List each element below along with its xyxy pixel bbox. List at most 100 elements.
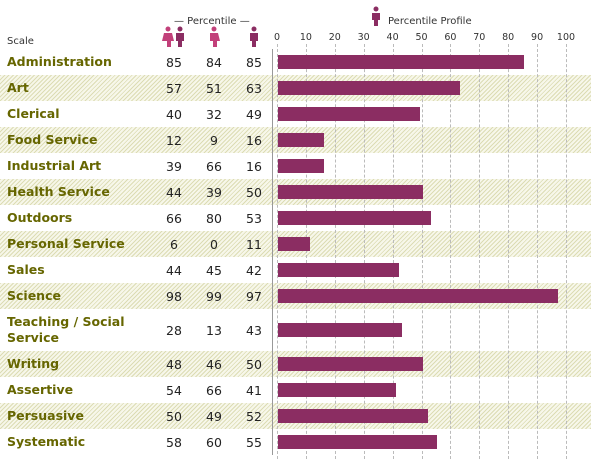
grid-line xyxy=(305,44,307,459)
profile-icon xyxy=(372,6,380,26)
table-row: Writing 48 46 50 xyxy=(0,351,591,377)
bar xyxy=(278,211,432,225)
scale-name: Outdoors xyxy=(7,210,73,225)
percentile-value: 51 xyxy=(206,80,222,96)
grid-line xyxy=(479,44,481,459)
x-tick-label: 20 xyxy=(328,32,341,43)
percentile-value: 97 xyxy=(246,288,262,304)
percentile-value: 16 xyxy=(246,132,262,148)
grid-line xyxy=(363,44,365,459)
profile-cell xyxy=(272,153,591,179)
percentile-value: 53 xyxy=(246,210,262,226)
table-row: Teaching / Social Service 28 13 43 xyxy=(0,309,591,351)
grid-line xyxy=(421,44,423,459)
x-tick-label: 50 xyxy=(415,32,428,43)
bar xyxy=(278,383,397,397)
table-row: Sales 44 45 42 xyxy=(0,257,591,283)
table-row: Food Service 12 9 16 xyxy=(0,127,591,153)
scale-name: Industrial Art xyxy=(7,158,102,173)
scale-name: Teaching / Social Service xyxy=(7,314,125,345)
bar xyxy=(278,323,403,337)
table-row: Persuasive 50 49 52 xyxy=(0,403,591,429)
percentile-value: 50 xyxy=(246,184,262,200)
percentile-value: 11 xyxy=(246,236,262,252)
table-row: Art 57 51 63 xyxy=(0,75,591,101)
x-tick-label: 80 xyxy=(502,32,515,43)
percentile-header: — Percentile — xyxy=(174,16,250,27)
percentile-value: 49 xyxy=(246,106,262,122)
grid-line xyxy=(450,44,452,459)
profile-cell xyxy=(272,205,591,231)
percentile-value: 63 xyxy=(246,80,262,96)
profile-cell xyxy=(272,75,591,101)
percentile-value: 55 xyxy=(246,434,262,450)
percentile-value: 85 xyxy=(166,54,182,70)
profile-cell xyxy=(272,351,591,377)
scale-name: Food Service xyxy=(7,132,98,147)
grid-line xyxy=(537,44,539,459)
scale-name: Assertive xyxy=(7,382,74,397)
percentile-value: 54 xyxy=(166,382,182,398)
x-tick-label: 100 xyxy=(556,32,576,43)
grid-line xyxy=(392,44,394,459)
percentile-value: 46 xyxy=(206,356,222,372)
percentile-value: 49 xyxy=(206,408,222,424)
percentile-value: 0 xyxy=(210,236,218,252)
percentile-value: 6 xyxy=(170,236,178,252)
table-row: Systematic 58 60 55 xyxy=(0,429,591,455)
percentile-value: 12 xyxy=(166,132,182,148)
scale-name: Art xyxy=(7,80,29,95)
percentile-value: 44 xyxy=(166,184,182,200)
scale-header: Scale xyxy=(7,36,34,47)
bar xyxy=(278,357,423,371)
scale-name: Personal Service xyxy=(7,236,125,251)
scale-name: Clerical xyxy=(7,106,60,121)
table: Administration 85 84 85 Art 57 51 63 Clerical 40 3… xyxy=(0,49,591,455)
bar xyxy=(278,159,325,173)
percentile-value: 40 xyxy=(166,106,182,122)
scale-name: Sales xyxy=(7,262,45,277)
x-tick-label: 10 xyxy=(299,32,312,43)
profile-cell xyxy=(272,429,591,455)
x-tick-label: 30 xyxy=(357,32,370,43)
percentile-value: 85 xyxy=(246,54,262,70)
x-tick-label: 40 xyxy=(386,32,399,43)
percentile-value: 39 xyxy=(206,184,222,200)
profile-cell xyxy=(272,179,591,205)
percentile-value: 42 xyxy=(246,262,262,278)
profile-cell xyxy=(272,283,591,309)
table-row: Personal Service 6 0 11 xyxy=(0,231,591,257)
bar xyxy=(278,55,524,69)
table-row: Clerical 40 32 49 xyxy=(0,101,591,127)
percentile-value: 28 xyxy=(166,322,182,338)
profile-cell xyxy=(272,101,591,127)
profile-cell xyxy=(272,127,591,153)
percentile-value: 58 xyxy=(166,434,182,450)
profile-cell xyxy=(272,257,591,283)
percentile-value: 16 xyxy=(246,158,262,174)
profile-cell xyxy=(272,309,591,351)
scale-name: Persuasive xyxy=(7,408,84,423)
scale-name: Science xyxy=(7,288,61,303)
percentile-value: 60 xyxy=(206,434,222,450)
bar xyxy=(278,263,400,277)
scale-name: Writing xyxy=(7,356,60,371)
bar xyxy=(278,435,437,449)
x-tick-label: 60 xyxy=(444,32,457,43)
percentile-value: 43 xyxy=(246,322,262,338)
x-tick-label: 0 xyxy=(273,32,281,43)
percentile-value: 84 xyxy=(206,54,222,70)
scale-name: Systematic xyxy=(7,434,86,449)
percentile-value: 66 xyxy=(166,210,182,226)
grid-line xyxy=(566,44,567,459)
percentile-value: 50 xyxy=(246,356,262,372)
profile-cell xyxy=(272,49,591,75)
bar xyxy=(278,409,429,423)
percentile-value: 98 xyxy=(166,288,182,304)
profile-header: Percentile Profile xyxy=(388,16,472,27)
grid-line xyxy=(334,44,336,459)
x-tick-label: 90 xyxy=(531,32,544,43)
percentile-value: 32 xyxy=(206,106,222,122)
scale-name: Health Service xyxy=(7,184,110,199)
